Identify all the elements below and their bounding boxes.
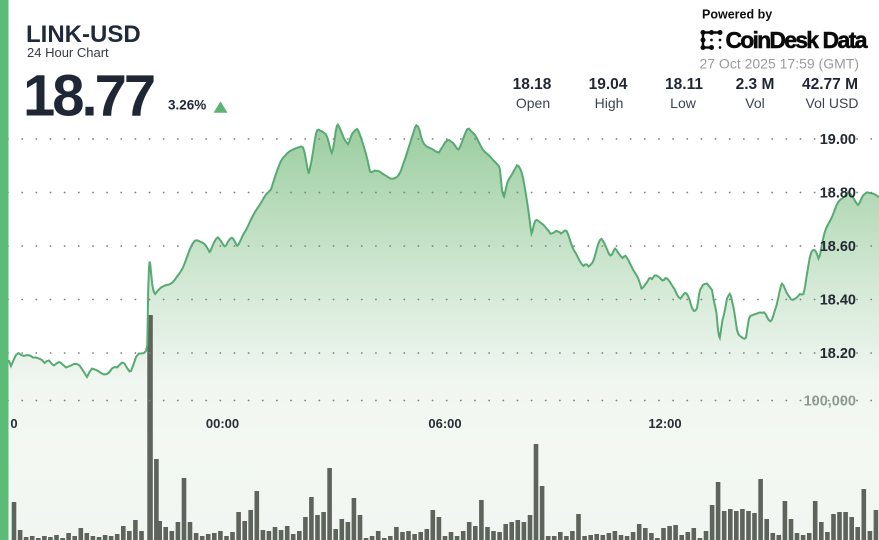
svg-text:18.40: 18.40 bbox=[820, 293, 856, 309]
svg-text:2.3 M: 2.3 M bbox=[736, 76, 775, 93]
svg-text:3.26%: 3.26% bbox=[168, 98, 206, 113]
svg-text:LINK-USD: LINK-USD bbox=[26, 21, 141, 48]
svg-text:18.60: 18.60 bbox=[820, 239, 856, 255]
svg-text:18.20: 18.20 bbox=[820, 346, 856, 362]
svg-text:12:00: 12:00 bbox=[648, 416, 681, 431]
svg-text:19.00: 19.00 bbox=[820, 132, 856, 148]
svg-text:Vol USD: Vol USD bbox=[806, 95, 859, 111]
svg-text:24 Hour Chart: 24 Hour Chart bbox=[27, 45, 109, 60]
svg-text:42.77 M: 42.77 M bbox=[802, 76, 858, 93]
svg-text:06:00: 06:00 bbox=[428, 416, 461, 431]
svg-text:Powered by: Powered by bbox=[702, 8, 772, 22]
svg-text:CoinDesk: CoinDesk bbox=[726, 27, 820, 53]
svg-text:18.11: 18.11 bbox=[665, 76, 703, 93]
svg-text:18.18: 18.18 bbox=[513, 76, 552, 93]
svg-text:00:00: 00:00 bbox=[206, 416, 239, 431]
svg-text:18.80: 18.80 bbox=[820, 186, 856, 202]
svg-text:Open: Open bbox=[516, 95, 550, 111]
svg-text:100,000: 100,000 bbox=[804, 394, 856, 410]
svg-text:18.77: 18.77 bbox=[23, 64, 154, 129]
svg-text:Vol: Vol bbox=[745, 95, 764, 111]
svg-text:0: 0 bbox=[10, 416, 17, 431]
svg-text:High: High bbox=[595, 95, 624, 111]
svg-text:19.04: 19.04 bbox=[589, 76, 628, 93]
svg-text:27 Oct 2025 17:59 (GMT): 27 Oct 2025 17:59 (GMT) bbox=[699, 56, 859, 72]
svg-text:Low: Low bbox=[670, 95, 697, 111]
svg-text:Data: Data bbox=[823, 27, 868, 53]
